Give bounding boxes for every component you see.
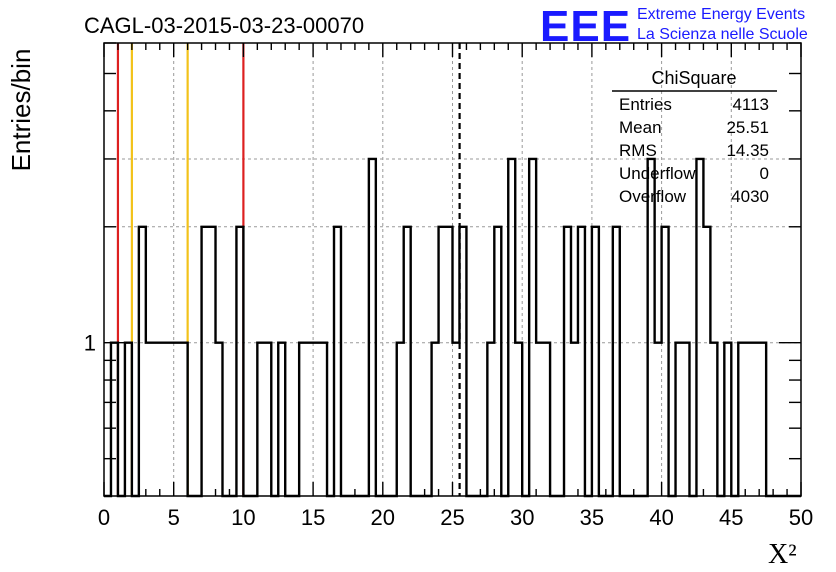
x-tick-label: 5: [168, 505, 180, 530]
stats-title: ChiSquare: [651, 68, 736, 88]
stat-label: Overflow: [619, 187, 687, 206]
eee-logo-line1: Extreme Energy Events: [637, 6, 805, 23]
x-tick-label: 40: [649, 505, 673, 530]
x-tick-label: 15: [301, 505, 325, 530]
axis-ticks: [103, 42, 802, 496]
stat-value: 25.51: [726, 118, 769, 137]
chart-title: CAGL-03-2015-03-23-00070: [84, 13, 364, 38]
histogram-outline: [104, 157, 801, 498]
y-tick-labels: 1: [84, 331, 96, 356]
x-tick-label: 50: [789, 505, 813, 530]
stat-label: Mean: [619, 118, 662, 137]
x-tick-labels: 0 5 10 15 20 25 30 35 40 45 50: [98, 505, 813, 530]
eee-logo-line2: La Scienza nelle Scuole: [637, 26, 808, 43]
stat-value: 14.35: [726, 141, 769, 160]
x-tick-label: 25: [440, 505, 464, 530]
stat-label: Underflow: [619, 164, 696, 183]
eee-logo: EEE Extreme Energy Events La Scienza nel…: [540, 2, 808, 51]
stat-value: 4030: [731, 187, 769, 206]
x-tick-label: 45: [719, 505, 743, 530]
x-axis-label: X²: [768, 539, 797, 570]
stats-box: ChiSquare Entries 4113 Mean 25.51 RMS 14.35 Un…: [612, 68, 777, 206]
x-tick-label: 0: [98, 505, 110, 530]
stat-value: 0: [760, 164, 769, 183]
stat-label: Entries: [619, 95, 672, 114]
x-tick-label: 20: [371, 505, 395, 530]
x-tick-label: 35: [580, 505, 604, 530]
stat-label: RMS: [619, 141, 657, 160]
stat-value: 4113: [732, 95, 769, 114]
y-tick-label: 1: [84, 331, 96, 356]
reference-lines: [116, 43, 461, 496]
y-axis-label: Entries/bin: [6, 49, 36, 172]
x-tick-label: 10: [231, 505, 255, 530]
x-tick-label: 30: [510, 505, 534, 530]
